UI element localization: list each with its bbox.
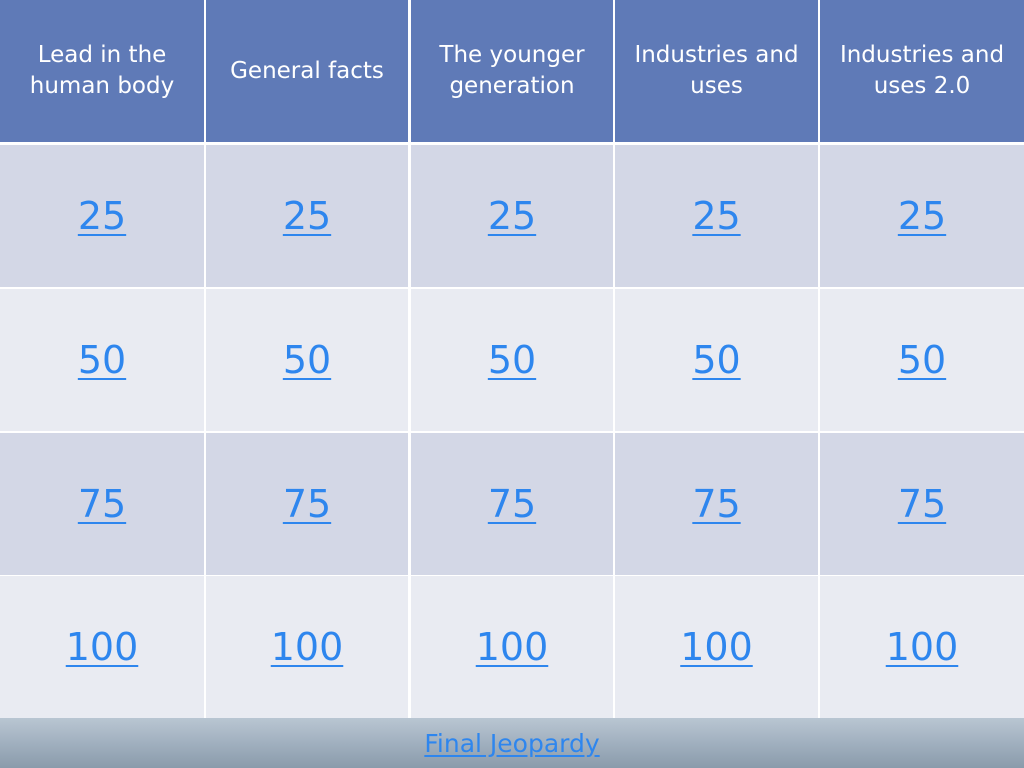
points-row-75: 75 75 75 75 75 <box>0 433 1024 575</box>
board-cell[interactable]: 100 <box>411 576 613 718</box>
points-link[interactable]: 75 <box>897 482 947 526</box>
board-cell[interactable]: 25 <box>820 145 1024 287</box>
category-header-younger-generation: The younger generation <box>411 0 613 142</box>
board-cell[interactable]: 50 <box>615 289 818 431</box>
points-link[interactable]: 50 <box>282 338 332 382</box>
points-link[interactable]: 100 <box>65 625 139 669</box>
board-cell[interactable]: 50 <box>820 289 1024 431</box>
points-row-100: 100 100 100 100 100 <box>0 576 1024 718</box>
points-row-25: 25 25 25 25 25 <box>0 145 1024 287</box>
points-link[interactable]: 75 <box>487 482 537 526</box>
board-cell[interactable]: 75 <box>615 433 818 575</box>
category-header-row: Lead in the human body General facts The… <box>0 0 1024 142</box>
points-link[interactable]: 50 <box>77 338 127 382</box>
points-link[interactable]: 50 <box>692 338 741 382</box>
points-link[interactable]: 100 <box>270 625 344 669</box>
board-cell[interactable]: 100 <box>0 576 204 718</box>
category-label: Lead in the human body <box>29 42 175 99</box>
board-cell[interactable]: 50 <box>206 289 408 431</box>
board-cell[interactable]: 50 <box>0 289 204 431</box>
points-link[interactable]: 100 <box>475 625 549 669</box>
board-cell[interactable]: 25 <box>411 145 613 287</box>
category-label: Industries and uses <box>634 42 799 99</box>
board-cell[interactable]: 75 <box>411 433 613 575</box>
points-link[interactable]: 75 <box>77 482 127 526</box>
board-cell[interactable]: 50 <box>411 289 613 431</box>
board-cell[interactable]: 25 <box>615 145 818 287</box>
points-link[interactable]: 75 <box>282 482 332 526</box>
points-link[interactable]: 25 <box>282 194 332 238</box>
points-link[interactable]: 25 <box>487 194 537 238</box>
board-cell[interactable]: 75 <box>206 433 408 575</box>
board-cell[interactable]: 75 <box>0 433 204 575</box>
board-cell[interactable]: 100 <box>206 576 408 718</box>
board-cell[interactable]: 25 <box>206 145 408 287</box>
points-link[interactable]: 50 <box>897 338 947 382</box>
board-cell[interactable]: 100 <box>820 576 1024 718</box>
board-cell[interactable]: 100 <box>615 576 818 718</box>
category-header-industries-and-uses-2: Industries and uses 2.0 <box>820 0 1024 142</box>
category-header-lead-in-human-body: Lead in the human body <box>0 0 204 142</box>
board-cell[interactable]: 25 <box>0 145 204 287</box>
points-link[interactable]: 25 <box>897 194 947 238</box>
points-link[interactable]: 25 <box>692 194 741 238</box>
jeopardy-board: Lead in the human body General facts The… <box>0 0 1024 718</box>
points-link[interactable]: 100 <box>680 625 753 669</box>
points-row-50: 50 50 50 50 50 <box>0 289 1024 431</box>
category-header-general-facts: General facts <box>206 0 408 142</box>
category-header-industries-and-uses: Industries and uses <box>615 0 818 142</box>
board-cell[interactable]: 75 <box>820 433 1024 575</box>
points-link[interactable]: 100 <box>885 625 959 669</box>
category-label: Industries and uses 2.0 <box>839 42 1005 99</box>
final-jeopardy-link[interactable]: Final Jeopardy <box>424 728 600 758</box>
points-link[interactable]: 25 <box>77 194 127 238</box>
category-label: General facts <box>230 57 384 84</box>
points-link[interactable]: 50 <box>487 338 537 382</box>
points-link[interactable]: 75 <box>692 482 741 526</box>
footer-bar: Final Jeopardy <box>0 718 1024 768</box>
category-label: The younger generation <box>439 42 585 99</box>
